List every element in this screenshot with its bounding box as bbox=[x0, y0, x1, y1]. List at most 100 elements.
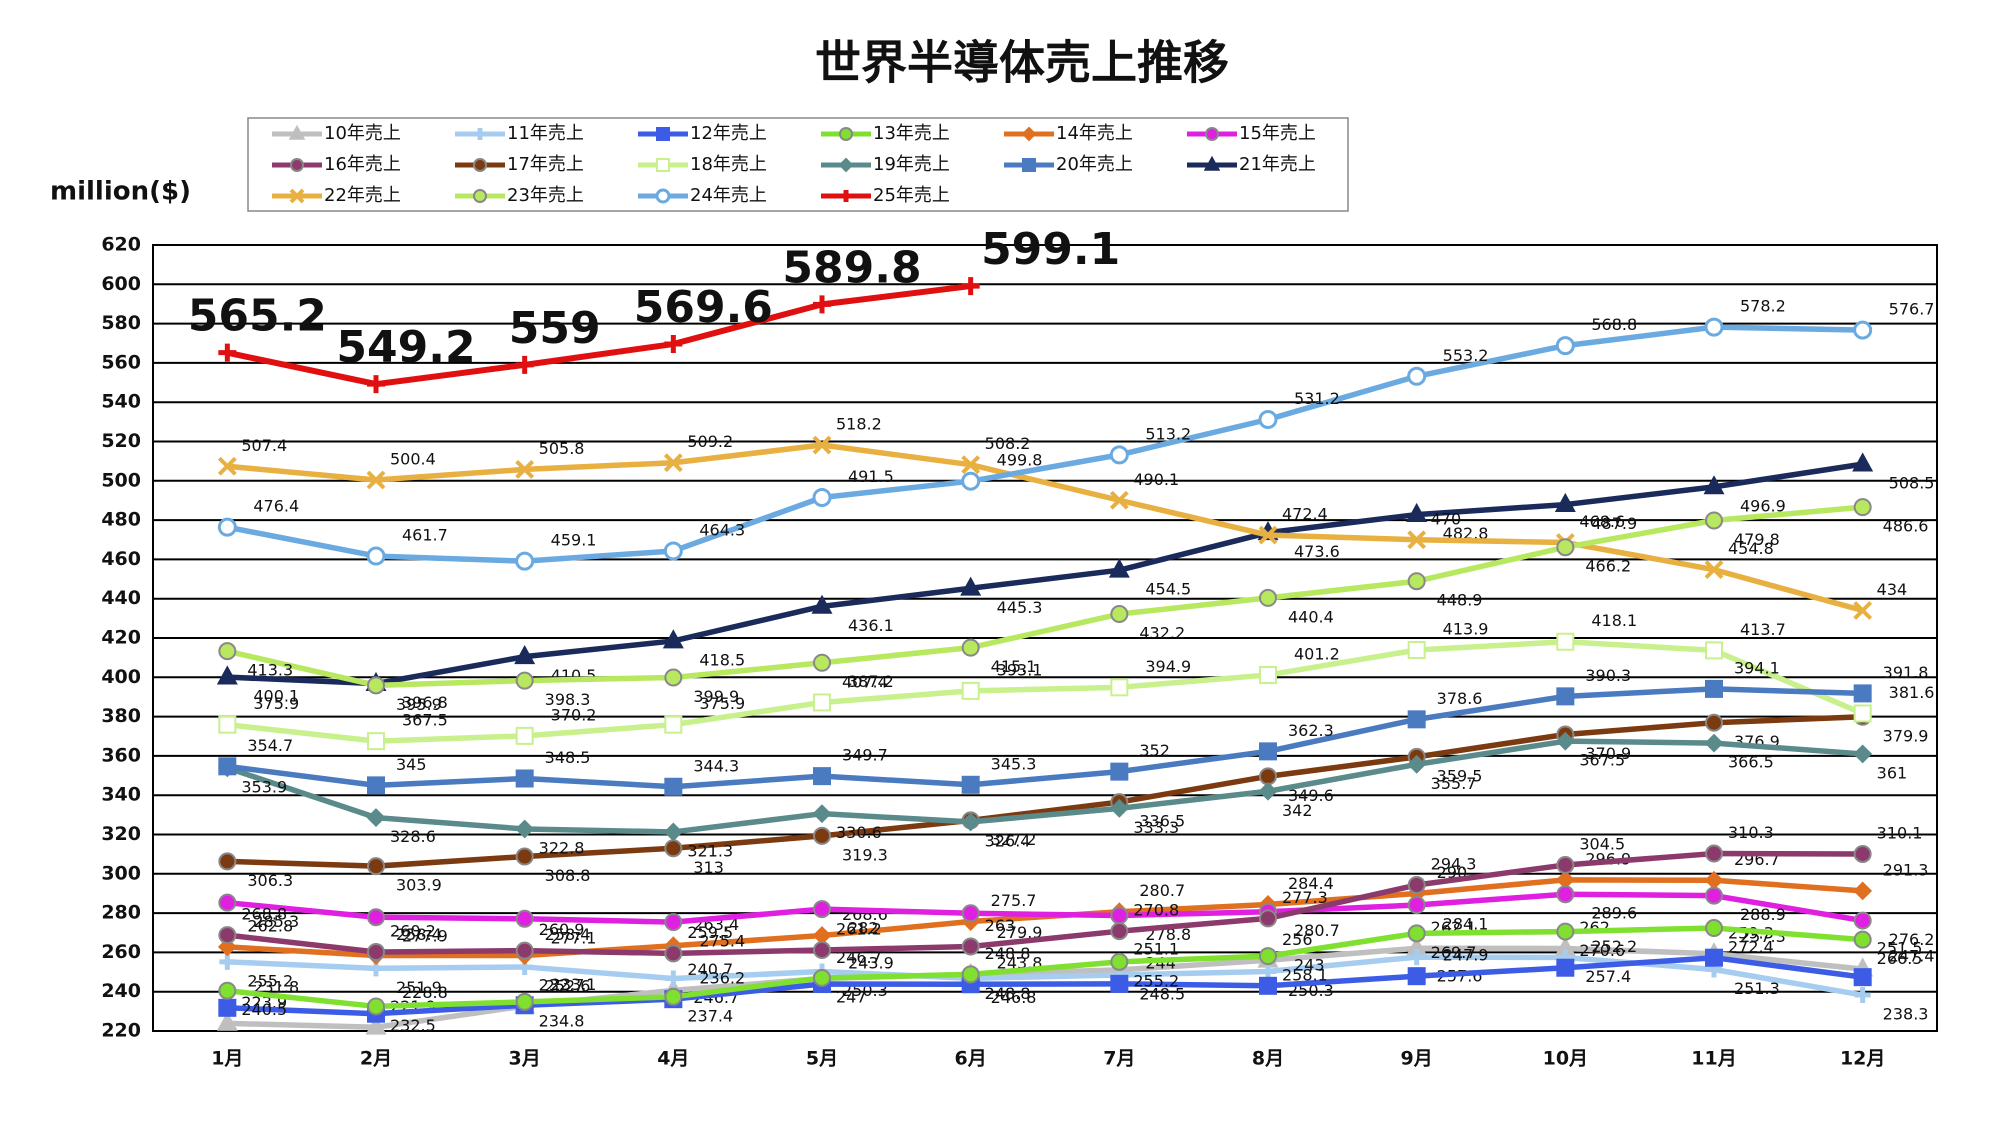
y-tick-label: 340 bbox=[101, 784, 141, 806]
marker bbox=[1259, 947, 1277, 966]
marker-shape bbox=[217, 517, 237, 537]
marker bbox=[290, 158, 304, 172]
data-label: 549.2 bbox=[336, 322, 475, 373]
marker bbox=[219, 953, 236, 970]
data-label: 276.2 bbox=[1889, 930, 1935, 949]
marker bbox=[655, 188, 671, 204]
data-label: 379.9 bbox=[1883, 726, 1929, 745]
data-label: 237.4 bbox=[687, 1006, 733, 1025]
y-tick-label: 600 bbox=[101, 273, 141, 295]
marker bbox=[839, 127, 853, 141]
marker-shape bbox=[1853, 844, 1872, 863]
marker bbox=[664, 913, 683, 932]
marker-shape bbox=[1109, 490, 1129, 510]
marker bbox=[840, 190, 852, 202]
data-label: 565.2 bbox=[188, 291, 327, 342]
marker bbox=[366, 470, 386, 490]
series-line bbox=[227, 461, 1864, 687]
marker bbox=[218, 852, 237, 871]
marker-shape bbox=[813, 767, 831, 786]
data-label: 328.6 bbox=[390, 827, 436, 846]
marker-shape bbox=[1259, 742, 1277, 761]
data-label: 355.7 bbox=[1431, 774, 1477, 793]
marker bbox=[1704, 560, 1724, 580]
marker-shape bbox=[288, 124, 306, 140]
y-tick-label: 240 bbox=[101, 980, 141, 1002]
data-label: 578.2 bbox=[1740, 297, 1786, 316]
marker bbox=[663, 822, 683, 842]
marker bbox=[665, 970, 682, 987]
y-tick-label: 520 bbox=[101, 430, 141, 452]
data-label: 454.8 bbox=[1728, 539, 1774, 558]
marker-shape bbox=[961, 277, 980, 296]
marker bbox=[1853, 844, 1872, 863]
marker bbox=[960, 576, 982, 596]
marker-shape bbox=[1259, 947, 1277, 966]
marker bbox=[218, 642, 237, 661]
marker-shape bbox=[961, 638, 980, 657]
data-label: 490.1 bbox=[1133, 470, 1179, 489]
y-axis-label: million($) bbox=[50, 177, 191, 207]
data-label: 275.4 bbox=[699, 932, 745, 951]
marker bbox=[1407, 967, 1426, 986]
marker bbox=[218, 981, 237, 1000]
marker bbox=[288, 124, 306, 140]
data-label: 505.8 bbox=[539, 439, 585, 458]
marker-shape bbox=[961, 455, 981, 475]
marker bbox=[1705, 886, 1723, 905]
marker bbox=[367, 943, 385, 962]
marker-shape bbox=[1555, 336, 1575, 356]
marker-shape bbox=[218, 893, 237, 912]
data-label: 413.9 bbox=[1443, 619, 1489, 638]
marker-shape bbox=[1853, 601, 1873, 620]
data-label: 275.7 bbox=[991, 891, 1037, 910]
marker-shape bbox=[1853, 930, 1872, 949]
marker-shape bbox=[1854, 987, 1871, 1004]
series-line bbox=[226, 324, 1863, 564]
marker bbox=[365, 1015, 387, 1035]
data-label: 261.2 bbox=[836, 920, 882, 939]
marker-shape bbox=[1408, 949, 1425, 966]
marker-shape bbox=[656, 127, 670, 141]
marker-shape bbox=[1406, 502, 1428, 522]
marker bbox=[812, 488, 832, 508]
data-label: 247 bbox=[836, 987, 867, 1006]
legend-label: 19年売上 bbox=[873, 154, 950, 175]
data-label: 236.2 bbox=[699, 969, 745, 988]
marker bbox=[1108, 558, 1130, 578]
marker-shape bbox=[1407, 754, 1427, 774]
marker-shape bbox=[218, 757, 237, 776]
marker bbox=[1555, 731, 1575, 751]
marker bbox=[1555, 336, 1575, 356]
marker bbox=[1853, 498, 1872, 517]
x-tick-label: 5月 bbox=[806, 1048, 838, 1070]
marker bbox=[515, 941, 534, 960]
marker bbox=[838, 157, 854, 173]
data-label: 248.8 bbox=[985, 944, 1031, 963]
marker-shape bbox=[662, 629, 684, 649]
marker bbox=[813, 941, 831, 960]
y-tick-label: 280 bbox=[101, 902, 141, 924]
marker bbox=[1705, 641, 1723, 660]
marker bbox=[1705, 511, 1723, 530]
marker-shape bbox=[515, 551, 535, 571]
data-label: 252.6 bbox=[545, 976, 591, 995]
data-label: 333.3 bbox=[1133, 818, 1179, 837]
marker-shape bbox=[1022, 158, 1036, 172]
marker-shape bbox=[219, 953, 236, 970]
data-label: 251.3 bbox=[1734, 979, 1780, 998]
data-label: 279.9 bbox=[997, 923, 1043, 942]
marker-shape bbox=[1705, 679, 1723, 698]
marker bbox=[812, 435, 832, 455]
marker-shape bbox=[1556, 632, 1575, 651]
x-tick-label: 9月 bbox=[1401, 1048, 1433, 1070]
data-label: 434 bbox=[1877, 580, 1908, 599]
data-label: 576.7 bbox=[1889, 300, 1935, 319]
marker-shape bbox=[664, 777, 683, 796]
x-tick-label: 6月 bbox=[955, 1048, 987, 1070]
series-line bbox=[227, 954, 1864, 1017]
marker bbox=[217, 456, 237, 476]
data-label: 461.7 bbox=[402, 526, 448, 545]
marker-shape bbox=[811, 594, 833, 614]
data-label: 553.2 bbox=[1443, 346, 1489, 365]
